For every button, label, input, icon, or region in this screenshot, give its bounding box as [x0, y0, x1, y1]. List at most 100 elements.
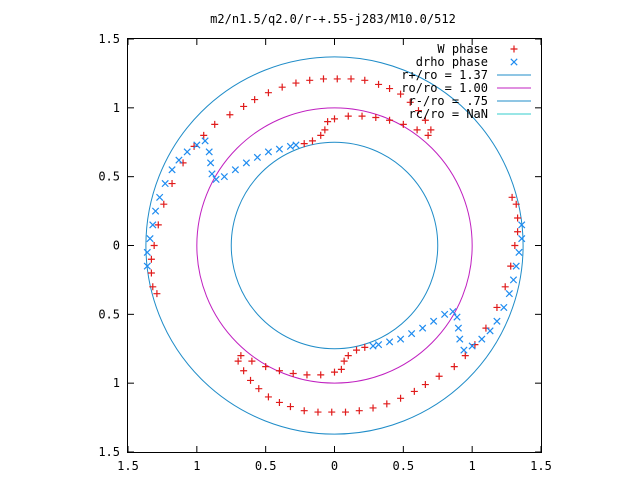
w-phase-point-41	[308, 137, 316, 145]
w-phase-point-49	[501, 283, 509, 291]
w-phase-point-71	[240, 367, 248, 375]
w-phase-point-73	[237, 352, 245, 360]
plot-area	[127, 38, 542, 453]
legend-label-2: r+/ro = 1.37	[401, 68, 488, 82]
w-phase-point-68	[264, 393, 272, 401]
drho-phase-point-47	[369, 342, 377, 350]
drho-phase-point-46	[374, 340, 383, 349]
w-phase-point-43	[508, 193, 516, 201]
w-phase-point-21	[347, 75, 355, 83]
w-phase-point-4	[150, 242, 158, 249]
w-phase-point-36	[344, 112, 352, 120]
w-phase-point-15	[264, 89, 272, 97]
drho-phase-point-18	[242, 159, 251, 167]
w-phase-point-24	[386, 85, 394, 93]
drho-phase-point-17	[231, 166, 240, 174]
drho-phase-point-23	[292, 141, 300, 149]
w-phase-point-14	[251, 96, 259, 104]
drho-phase-point-0	[143, 262, 151, 270]
w-phase-point-57	[410, 387, 418, 395]
w-phase-point-64	[314, 408, 322, 416]
y-tick-label-4: 0.5	[98, 170, 120, 184]
w-phase-point-46	[514, 228, 522, 236]
w-phase-point-27	[414, 107, 422, 115]
data-points	[143, 75, 526, 416]
w-phase-point-40	[317, 131, 325, 139]
series-1	[143, 137, 526, 354]
drho-phase-point-20	[264, 148, 273, 156]
y-tick-label-3: 0	[113, 239, 120, 253]
drho-phase-point-22	[286, 142, 295, 151]
drho-phase-point-11	[201, 137, 209, 145]
drho-phase-point-3	[149, 221, 157, 229]
y-tick-label-0: 1.5	[98, 445, 120, 459]
w-phase-point-25	[397, 90, 405, 98]
drho-phase-point-9	[183, 148, 191, 156]
w-phase-point-65	[300, 407, 308, 415]
w-phase-point-12	[226, 111, 234, 119]
w-phase-point-66	[286, 403, 294, 411]
x-tick-label-2: 0.5	[255, 459, 277, 473]
w-phase-point-33	[386, 116, 394, 124]
drho-phase-point-8	[175, 156, 183, 164]
w-phase-point-5	[154, 221, 162, 229]
w-phase-point-72	[234, 357, 242, 365]
w-phase-point-29	[427, 126, 435, 134]
chart-title: m2/n1.5/q2.0/r-+.55-j283/M10.0/512	[210, 12, 456, 26]
w-phase-point-0	[153, 290, 161, 298]
x-tick-label-5: 1	[469, 459, 476, 473]
x-tick-label-3: 0	[331, 459, 338, 473]
drho-phase-point-37	[454, 324, 463, 332]
w-phase-point-54	[450, 363, 458, 371]
w-phase-point-9	[190, 142, 198, 150]
x-tick-label-6: 1.5	[530, 459, 552, 473]
x-axis: 1.5 1 0.5 0 0.5 1 1.5	[117, 39, 552, 473]
w-phase-point-82	[340, 357, 348, 365]
w-phase-point-80	[331, 368, 338, 376]
w-phase-point-37	[331, 115, 338, 123]
y-axis: 1.5 1 0.5 0 0.5 1 1.5	[98, 32, 541, 459]
w-phase-point-47	[511, 242, 519, 249]
w-phase-point-16	[278, 83, 286, 91]
w-phase-point-11	[211, 120, 219, 128]
w-phase-point-78	[303, 371, 311, 379]
w-phase-point-55	[435, 372, 443, 380]
w-phase-point-84	[353, 346, 361, 354]
y-tick-label-1: 1	[113, 376, 120, 390]
drho-phase-point-30	[500, 303, 508, 312]
reference-circles	[145, 56, 524, 435]
w-phase-point-76	[275, 367, 283, 375]
w-phase-point-77	[289, 370, 297, 378]
y-tick-label-2: 0.5	[98, 307, 120, 321]
series-0	[147, 75, 522, 416]
w-phase-point-6	[160, 200, 168, 208]
w-phase-point-81	[337, 365, 345, 373]
w-phase-point-38	[324, 118, 332, 126]
legend-entry-1: drho phase	[416, 55, 518, 69]
w-phase-point-7	[168, 180, 176, 188]
drho-phase-point-27	[512, 262, 520, 270]
x-tick-label-1: 1	[193, 459, 200, 473]
w-phase-point-53	[461, 352, 469, 360]
w-phase-point-62	[342, 408, 350, 416]
drho-phase-point-32	[486, 327, 494, 335]
w-phase-point-39	[321, 126, 329, 134]
drho-phase-point-45	[385, 338, 394, 346]
drho-phase-point-16	[220, 173, 228, 181]
circle-1	[196, 107, 473, 384]
w-phase-point-58	[397, 394, 405, 402]
x-tick-label-4: 0.5	[392, 459, 414, 473]
w-phase-point-42	[300, 140, 308, 148]
w-phase-point-17	[292, 79, 300, 87]
w-phase-point-63	[328, 408, 336, 416]
drho-phase-point-38	[453, 313, 461, 321]
w-phase-point-75	[262, 363, 270, 371]
w-phase-point-26	[406, 98, 414, 106]
legend-entry-2: r+/ro = 1.37	[401, 68, 531, 82]
drho-phase-point-39	[449, 307, 457, 316]
w-phase-point-8	[179, 159, 187, 167]
w-phase-point-52	[471, 341, 479, 349]
drho-phase-point-2	[146, 234, 154, 243]
w-phase-point-44	[512, 200, 520, 208]
